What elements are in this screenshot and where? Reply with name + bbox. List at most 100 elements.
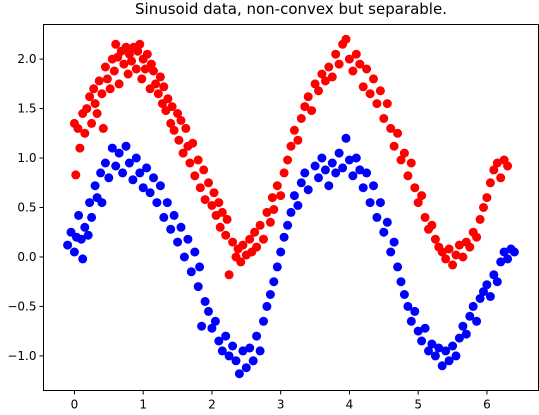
series-1-point-36 — [173, 237, 183, 247]
series-0-point-123 — [389, 141, 399, 151]
series-1-point-86 — [344, 155, 354, 165]
series-1-point-17 — [107, 143, 117, 153]
series-1-point-69 — [283, 220, 293, 230]
series-0-point-85 — [262, 207, 272, 217]
series-0-point-19 — [109, 66, 119, 76]
series-1-point-124 — [475, 294, 485, 303]
series-1-point-2 — [69, 247, 79, 257]
series-1-point-74 — [300, 168, 310, 178]
series-0-point-57 — [188, 138, 198, 148]
series-1-point-101 — [396, 277, 406, 287]
series-0-point-26 — [123, 69, 133, 79]
series-0-point-103 — [320, 76, 330, 86]
series-0-point-94 — [289, 125, 299, 135]
series-1-point-39 — [183, 234, 193, 244]
series-0-point-48 — [167, 102, 177, 112]
series-0-point-73 — [228, 237, 238, 247]
series-0-point-30 — [131, 64, 141, 74]
series-1-point-87 — [348, 171, 358, 181]
series-1-point-44 — [197, 321, 207, 331]
series-1-point-15 — [100, 158, 110, 168]
series-0-point-106 — [331, 49, 341, 59]
series-0-point-139 — [444, 244, 454, 254]
series-0-point-87 — [267, 193, 277, 203]
series-0-point-88 — [269, 205, 279, 214]
y-tick-label: 0.5 — [17, 201, 36, 215]
series-1-point-126 — [482, 280, 492, 290]
series-1-point-111 — [430, 351, 440, 361]
series-1-point-28 — [145, 188, 155, 198]
series-0-point-36 — [142, 49, 152, 59]
ticks-layer: 0 1 2 3 4 5 6 −1.0 −0.5 0.0 0.5 1.0 1.5 2.0 — [7, 52, 490, 411]
series-0-point-28 — [127, 56, 136, 66]
series-0-point-126 — [399, 148, 409, 158]
series-0-point-33 — [137, 74, 147, 84]
series-0-point-91 — [279, 168, 289, 178]
series-0-point-1 — [71, 170, 81, 180]
series-1-point-53 — [228, 341, 238, 351]
series-1-point-88 — [351, 153, 361, 163]
series-0-point-41 — [153, 89, 163, 99]
series-1-point-34 — [166, 224, 176, 234]
series-0-point-105 — [327, 72, 337, 82]
series-1-point-99 — [389, 237, 399, 247]
series-1-point-62 — [259, 316, 268, 326]
series-1-point-42 — [193, 282, 203, 292]
series-0-point-129 — [410, 183, 420, 193]
y-tick-label: 1.5 — [17, 102, 36, 116]
series-1-point-107 — [417, 336, 427, 346]
series-1-point-33 — [162, 198, 172, 208]
series-1-point-70 — [286, 207, 296, 217]
series-0-point-16 — [102, 74, 112, 84]
series-0-point-25 — [121, 42, 131, 52]
series-1-point-91 — [362, 168, 372, 178]
series-0-point-151 — [485, 178, 495, 188]
series-1-point-80 — [324, 181, 334, 191]
x-tick-label: 3 — [277, 398, 285, 412]
series-1-point-14 — [97, 198, 107, 208]
series-1-point-58 — [245, 343, 255, 353]
series-1-point-54 — [231, 356, 241, 366]
series-0-point-63 — [204, 178, 213, 188]
series-1-point-79 — [320, 165, 330, 175]
series-0-point-140 — [448, 260, 458, 270]
series-0-point-3 — [75, 143, 85, 153]
series-0-point-132 — [420, 212, 430, 222]
series-1-point-50 — [217, 346, 227, 356]
series-1-point-60 — [252, 331, 262, 341]
series-1-point-24 — [131, 153, 141, 163]
series-1-point-67 — [276, 247, 286, 257]
x-tick-label: 1 — [139, 398, 147, 412]
series-0-point-107 — [334, 59, 344, 69]
series-1-point-61 — [255, 346, 265, 356]
series-1-point-112 — [434, 343, 444, 353]
series-1-point-47 — [207, 323, 217, 333]
series-0-point-127 — [403, 171, 413, 181]
series-1-point-23 — [128, 175, 138, 185]
series-0-point-59 — [193, 155, 203, 165]
series-1-point-59 — [248, 356, 258, 366]
series-0-point-52 — [176, 116, 186, 125]
series-0-point-14 — [98, 123, 108, 133]
series-1-point-56 — [238, 346, 248, 356]
series-1-point-38 — [179, 252, 189, 262]
series-0-point-102 — [317, 69, 327, 79]
series-1-point-119 — [458, 321, 468, 331]
series-0-point-13 — [97, 89, 107, 99]
series-0-point-116 — [365, 89, 375, 99]
x-tick-label: 4 — [346, 398, 354, 412]
series-0-point-154 — [496, 173, 506, 183]
series-1-point-71 — [289, 191, 299, 201]
series-0-point-149 — [479, 203, 488, 212]
series-1-point-123 — [472, 316, 482, 326]
series-0-point-110 — [344, 54, 354, 64]
series-1-point-78 — [317, 153, 327, 163]
series-1-point-113 — [437, 361, 447, 371]
series-1-point-6 — [78, 254, 88, 264]
series-1-point-98 — [386, 247, 396, 257]
series-0-point-111 — [348, 66, 358, 76]
series-0-point-54 — [181, 123, 191, 133]
series-1-point-73 — [296, 178, 306, 188]
x-tick-label: 0 — [71, 398, 79, 412]
series-0-point-152 — [489, 165, 499, 175]
